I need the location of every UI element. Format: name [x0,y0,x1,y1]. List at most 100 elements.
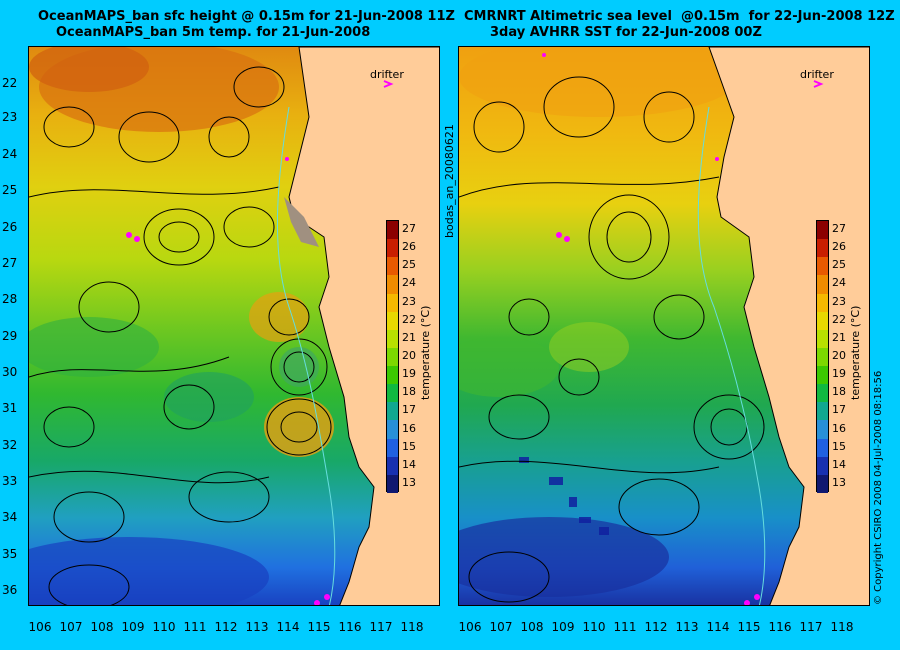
right-colorbar-title: temperature (°C) [849,305,862,400]
colorbar-tick-label: 25 [832,258,846,272]
run-id-label: bodas_an_20080621 [443,124,456,238]
lat-tick-29: 29 [2,329,18,343]
right-sst-map [459,47,869,605]
lon-tick-106-left: 106 [28,620,52,634]
colorbar-segment [387,438,398,457]
colorbar-tick-label: 17 [832,403,846,417]
colorbar-tick-label: 22 [832,312,846,326]
colorbar-tick-label: 17 [402,403,416,417]
lon-tick-114-left: 114 [276,620,300,634]
lon-tick-108-right: 108 [520,620,544,634]
left-title-line2: OceanMAPS_ban 5m temp. for 21-Jun-2008 [56,25,371,40]
lon-tick-109-left: 109 [121,620,145,634]
left-title-line1: OceanMAPS_ban sfc height @ 0.15m for 21-… [38,9,455,24]
lat-tick-34: 34 [2,510,18,524]
colorbar-segment [387,366,398,385]
lat-tick-24: 24 [2,147,18,161]
lat-tick-33: 33 [2,474,18,488]
lon-tick-109-right: 109 [551,620,575,634]
lon-tick-112-left: 112 [214,620,238,634]
lon-tick-111-right: 111 [613,620,637,634]
colorbar-segment [817,257,828,276]
colorbar-segment [817,384,828,403]
colorbar-tick-label: 23 [832,294,846,308]
colorbar-segment [817,366,828,385]
left-colorbar [386,220,399,493]
left-sst-map [29,47,439,605]
lat-tick-36: 36 [2,583,18,597]
colorbar-segment [387,329,398,348]
lon-tick-113-left: 113 [245,620,269,634]
copyright-label: © Copyright CSIRO 2008 04-Jul-2008 08:18… [873,370,884,605]
lat-tick-25: 25 [2,183,18,197]
colorbar-tick-label: 25 [402,258,416,272]
colorbar-tick-label: 14 [402,457,416,471]
right-drifter-legend: drifter [800,68,834,81]
right-title-line2: 3day AVHRR SST for 22-Jun-2008 00Z [490,25,762,40]
colorbar-tick-label: 15 [832,439,846,453]
colorbar-segment [387,257,398,276]
colorbar-tick-label: 26 [832,240,846,254]
colorbar-segment [387,293,398,312]
lon-tick-110-left: 110 [152,620,176,634]
colorbar-tick-label: 26 [402,240,416,254]
colorbar-segment [817,311,828,330]
colorbar-segment [817,474,828,493]
lon-tick-118-right: 118 [830,620,854,634]
lon-tick-111-left: 111 [183,620,207,634]
colorbar-segment [387,347,398,366]
colorbar-tick-label: 21 [832,330,846,344]
colorbar-tick-label: 16 [402,421,416,435]
lon-tick-114-right: 114 [706,620,730,634]
colorbar-segment [817,329,828,348]
colorbar-tick-label: 18 [832,385,846,399]
colorbar-tick-label: 15 [402,439,416,453]
colorbar-segment [817,275,828,294]
colorbar-tick-label: 22 [402,312,416,326]
colorbar-segment [387,275,398,294]
right-title-line1: CMRNRT Altimetric sea level @0.15m for 2… [464,9,895,24]
colorbar-segment [817,293,828,312]
colorbar-tick-label: 27 [402,222,416,236]
colorbar-tick-label: 18 [402,385,416,399]
colorbar-tick-label: 20 [832,349,846,362]
colorbar-segment [387,402,398,421]
lon-tick-116-left: 116 [338,620,362,634]
colorbar-segment [817,347,828,366]
colorbar-segment [817,221,828,240]
colorbar-tick-label: 13 [832,475,846,489]
lat-tick-32: 32 [2,438,18,452]
lon-tick-115-left: 115 [307,620,331,634]
left-drifter-legend: drifter [370,68,404,81]
lat-tick-26: 26 [2,220,18,234]
colorbar-segment [817,239,828,258]
left-map-panel [28,46,440,606]
colorbar-segment [387,239,398,258]
lon-tick-117-left: 117 [369,620,393,634]
lon-tick-113-right: 113 [675,620,699,634]
colorbar-tick-label: 24 [402,276,416,290]
colorbar-tick-label: 16 [832,421,846,435]
colorbar-segment [817,420,828,439]
lon-tick-108-left: 108 [90,620,114,634]
lat-tick-23: 23 [2,110,18,124]
colorbar-tick-label: 27 [832,222,846,236]
right-map-panel [458,46,870,606]
lon-tick-112-right: 112 [644,620,668,634]
lon-tick-106-right: 106 [458,620,482,634]
colorbar-segment [387,384,398,403]
lon-tick-107-left: 107 [59,620,83,634]
colorbar-segment [817,402,828,421]
lat-tick-30: 30 [2,365,18,379]
colorbar-segment [817,456,828,475]
lon-tick-107-right: 107 [489,620,513,634]
colorbar-tick-label: 14 [832,457,846,471]
lat-tick-28: 28 [2,292,18,306]
colorbar-segment [387,456,398,475]
colorbar-tick-label: 19 [832,367,846,381]
lat-tick-35: 35 [2,547,18,561]
colorbar-segment [387,311,398,330]
colorbar-segment [387,420,398,439]
lon-tick-117-right: 117 [799,620,823,634]
colorbar-tick-label: 21 [402,330,416,344]
